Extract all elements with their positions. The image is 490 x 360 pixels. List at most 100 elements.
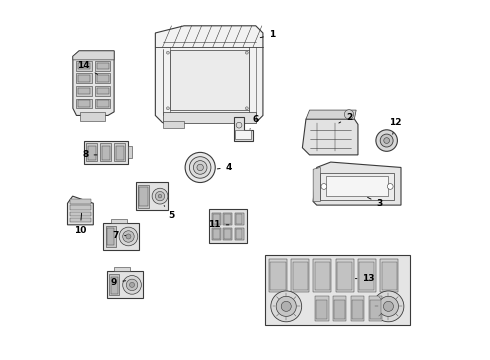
Circle shape [380,134,393,147]
Circle shape [245,107,248,110]
Bar [265,255,410,325]
Bar [95,86,110,96]
Text: 11: 11 [208,220,229,229]
Polygon shape [313,162,401,205]
Polygon shape [234,117,253,140]
Bar [80,112,105,121]
Circle shape [376,130,397,151]
Circle shape [388,184,393,189]
Bar [336,259,354,292]
Bar [114,267,130,271]
Circle shape [190,157,211,178]
Bar [224,229,231,239]
Bar [76,61,92,71]
Polygon shape [313,167,320,202]
Bar [235,213,244,225]
Circle shape [383,301,393,311]
Bar [269,259,287,292]
Bar [136,182,168,211]
Bar [352,300,363,319]
Bar [70,218,91,222]
Polygon shape [73,51,114,116]
Circle shape [281,301,291,311]
Bar [163,121,184,128]
Bar [236,229,243,239]
Bar [70,206,91,210]
Bar [382,262,397,290]
Bar [78,100,90,107]
Bar [128,146,132,158]
Bar [326,176,389,196]
Bar [88,145,96,159]
Bar [163,112,256,123]
Bar [70,212,91,216]
Bar [70,199,91,204]
Bar [100,143,111,161]
Text: 9: 9 [111,278,126,287]
Bar [333,296,346,321]
Bar [101,145,110,159]
Text: 5: 5 [164,206,174,220]
Bar [334,300,345,319]
Text: 2: 2 [339,113,352,123]
Text: 12: 12 [390,118,402,134]
Bar [320,173,394,200]
Circle shape [197,164,203,171]
Bar [78,88,90,94]
Circle shape [378,296,398,316]
Text: 14: 14 [77,61,98,75]
Circle shape [236,122,242,128]
Bar [76,86,92,96]
Circle shape [119,227,138,246]
Polygon shape [68,196,93,225]
Bar [317,300,327,319]
Text: 4: 4 [217,163,232,172]
Bar [78,63,90,69]
Circle shape [373,291,404,322]
Bar [111,277,118,294]
Bar [109,274,119,296]
Bar [351,296,365,321]
Bar [95,99,110,108]
Bar [235,228,244,240]
Polygon shape [155,26,263,123]
Bar [95,73,110,83]
Text: 3: 3 [368,197,383,208]
Text: 6: 6 [250,114,259,129]
Bar [116,145,124,159]
Bar [138,185,149,208]
Bar [236,214,243,224]
Circle shape [167,107,170,110]
Bar [97,88,109,94]
Bar [107,271,143,298]
Text: 1: 1 [260,30,275,39]
Bar [315,262,330,290]
Bar [291,259,309,292]
Bar [359,262,374,290]
Circle shape [344,110,354,119]
Bar [97,63,109,69]
Circle shape [152,188,168,204]
Bar [97,100,109,107]
Bar [87,143,97,161]
Bar [358,259,376,292]
Bar [76,73,92,83]
Bar [223,213,232,225]
Bar [235,130,251,139]
Bar [314,259,331,292]
Circle shape [185,152,215,183]
Bar [84,140,128,164]
Polygon shape [170,50,248,110]
Circle shape [158,194,162,198]
Bar [223,228,232,240]
Text: 13: 13 [355,274,375,283]
Circle shape [271,291,302,322]
Bar [76,99,92,108]
Bar [212,228,220,240]
Bar [107,228,114,245]
Bar [139,187,148,206]
Bar [213,229,220,239]
Circle shape [321,184,327,189]
Bar [368,296,382,321]
Polygon shape [73,51,114,60]
